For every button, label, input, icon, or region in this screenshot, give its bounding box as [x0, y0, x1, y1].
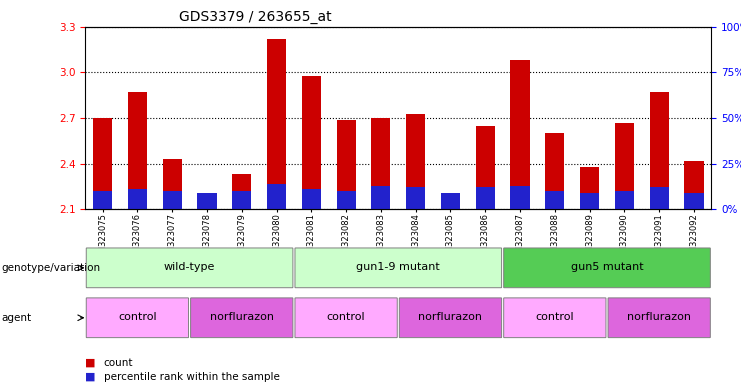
Bar	[267, 184, 286, 209]
Text: norflurazon: norflurazon	[419, 312, 482, 322]
FancyBboxPatch shape	[86, 248, 293, 288]
Text: norflurazon: norflurazon	[627, 312, 691, 322]
Bar	[511, 60, 530, 209]
FancyBboxPatch shape	[295, 298, 397, 338]
Bar	[162, 159, 182, 209]
Text: gun5 mutant: gun5 mutant	[571, 262, 643, 272]
Text: norflurazon: norflurazon	[210, 312, 273, 322]
Bar	[650, 92, 668, 209]
Bar	[371, 118, 391, 209]
Text: ■: ■	[85, 372, 96, 382]
Text: wild-type: wild-type	[164, 262, 215, 272]
Bar	[476, 187, 495, 209]
Text: ■: ■	[85, 358, 96, 368]
Text: genotype/variation: genotype/variation	[1, 263, 101, 273]
FancyBboxPatch shape	[504, 248, 711, 288]
FancyBboxPatch shape	[504, 298, 606, 338]
Bar	[545, 133, 565, 209]
Bar	[371, 185, 391, 209]
Text: control: control	[327, 312, 365, 322]
Bar	[93, 191, 112, 209]
Bar	[406, 187, 425, 209]
Bar	[615, 122, 634, 209]
Bar	[232, 191, 251, 209]
Bar	[476, 126, 495, 209]
Bar	[545, 191, 565, 209]
FancyBboxPatch shape	[399, 298, 502, 338]
Bar	[441, 193, 460, 209]
Text: control: control	[118, 312, 156, 322]
Bar	[197, 199, 216, 209]
Bar	[128, 189, 147, 209]
Bar	[197, 193, 216, 209]
Bar	[441, 197, 460, 209]
Bar	[336, 191, 356, 209]
Text: agent: agent	[1, 313, 32, 323]
Bar	[580, 193, 599, 209]
Bar	[511, 185, 530, 209]
Bar	[267, 39, 286, 209]
FancyBboxPatch shape	[190, 298, 293, 338]
Bar	[685, 161, 703, 209]
Bar	[93, 118, 112, 209]
Bar	[650, 187, 668, 209]
Text: control: control	[536, 312, 574, 322]
Text: gun1-9 mutant: gun1-9 mutant	[356, 262, 440, 272]
FancyBboxPatch shape	[86, 298, 188, 338]
Bar	[302, 76, 321, 209]
Bar	[302, 189, 321, 209]
Bar	[336, 119, 356, 209]
Text: GDS3379 / 263655_at: GDS3379 / 263655_at	[179, 10, 332, 25]
Bar	[162, 191, 182, 209]
FancyBboxPatch shape	[608, 298, 711, 338]
Text: count: count	[104, 358, 133, 368]
Bar	[685, 193, 703, 209]
Bar	[406, 114, 425, 209]
Bar	[232, 174, 251, 209]
Bar	[580, 167, 599, 209]
Bar	[615, 191, 634, 209]
Text: percentile rank within the sample: percentile rank within the sample	[104, 372, 279, 382]
Bar	[128, 92, 147, 209]
FancyBboxPatch shape	[295, 248, 502, 288]
